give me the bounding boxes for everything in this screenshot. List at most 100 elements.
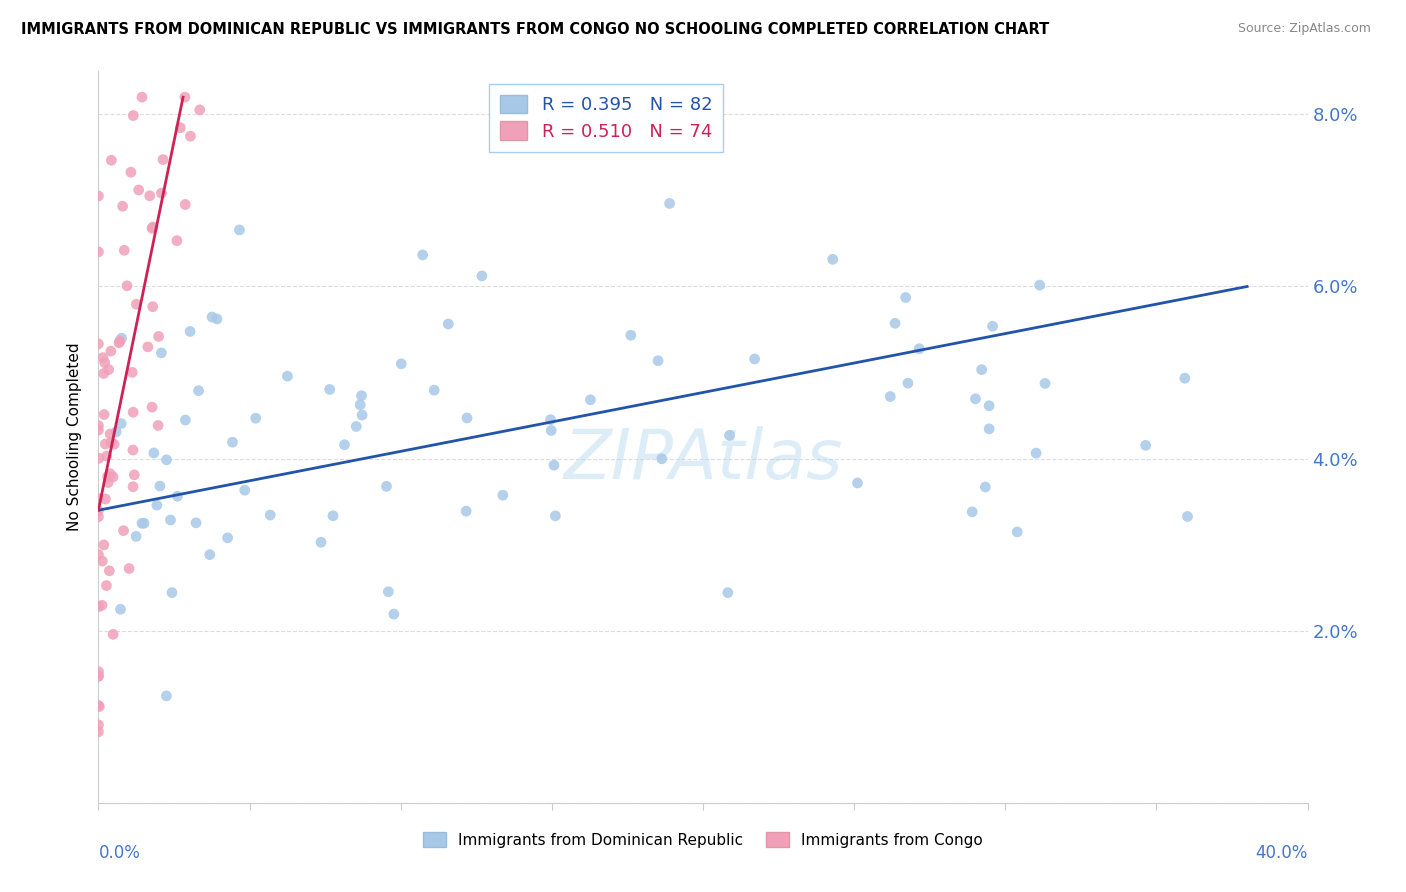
Point (974, 480, 997, 494)
Point (276, 369, 298, 384)
Point (148, 329, 170, 343)
Point (98, 427, 121, 442)
Point (897, 376, 920, 391)
Point (93, 538, 115, 552)
Point (979, 399, 1001, 413)
Point (142, 220, 165, 235)
Point (87, 189, 110, 203)
Point (350, 389, 373, 403)
Point (456, 411, 478, 425)
Point (87, 669, 110, 683)
Point (87, 548, 110, 562)
Point (259, 508, 281, 522)
Point (377, 584, 399, 599)
Point (112, 244, 135, 258)
Point (94, 491, 117, 506)
Point (382, 607, 405, 621)
Point (87, 669, 110, 683)
Point (717, 585, 740, 599)
Point (169, 120, 191, 135)
Point (1135, 438, 1157, 452)
Point (471, 268, 494, 283)
Point (349, 398, 371, 412)
Y-axis label: No Schooling Completed: No Schooling Completed (67, 343, 83, 532)
Point (110, 417, 132, 431)
Point (228, 223, 250, 237)
Point (1005, 524, 1028, 539)
Point (318, 383, 340, 397)
Point (96, 578, 118, 592)
Point (344, 419, 367, 434)
Point (205, 312, 228, 326)
Point (744, 351, 766, 366)
Point (87, 724, 110, 739)
Point (111, 199, 134, 213)
Point (965, 392, 987, 406)
Point (333, 438, 356, 452)
Point (894, 291, 917, 305)
Point (492, 488, 515, 502)
Point (718, 428, 741, 442)
Point (98, 467, 121, 481)
Point (149, 479, 172, 493)
Point (544, 508, 567, 523)
Point (375, 479, 398, 493)
Point (141, 221, 163, 235)
Point (540, 424, 562, 438)
Point (1029, 278, 1052, 293)
Point (188, 103, 211, 117)
Point (309, 535, 332, 549)
Point (96, 449, 118, 463)
Point (100, 153, 122, 168)
Legend: Immigrants from Dominican Republic, Immigrants from Congo: Immigrants from Dominican Republic, Immi… (416, 825, 990, 854)
Point (146, 498, 169, 512)
Point (105, 425, 128, 439)
Point (179, 325, 201, 339)
Point (87, 423, 110, 437)
Point (174, 413, 197, 427)
Text: 0.0%: 0.0% (98, 845, 141, 863)
Text: IMMIGRANTS FROM DOMINICAN REPUBLIC VS IMMIGRANTS FROM CONGO NO SCHOOLING COMPLET: IMMIGRANTS FROM DOMINICAN REPUBLIC VS IM… (21, 22, 1049, 37)
Point (101, 627, 124, 641)
Point (87, 698, 110, 713)
Point (423, 383, 446, 397)
Point (87, 418, 110, 433)
Point (981, 319, 1004, 334)
Point (87, 337, 110, 351)
Point (91, 351, 114, 365)
Point (160, 585, 183, 599)
Point (132, 516, 155, 531)
Point (437, 317, 460, 331)
Point (155, 452, 177, 467)
Point (543, 458, 565, 472)
Point (150, 346, 173, 360)
Point (103, 437, 125, 451)
Point (101, 470, 124, 484)
Point (155, 689, 177, 703)
Point (142, 446, 165, 460)
Point (908, 342, 931, 356)
Point (970, 362, 993, 376)
Point (89, 699, 111, 714)
Point (131, 516, 153, 531)
Point (87, 491, 110, 506)
Point (87, 665, 110, 679)
Point (124, 467, 146, 482)
Point (647, 353, 669, 368)
Point (93, 356, 115, 370)
Point (146, 418, 169, 433)
Point (125, 529, 148, 543)
Point (233, 483, 256, 498)
Point (91, 554, 114, 568)
Point (100, 344, 122, 359)
Point (87, 451, 110, 466)
Point (884, 316, 907, 330)
Point (128, 183, 150, 197)
Point (122, 480, 145, 494)
Point (97, 475, 120, 490)
Point (122, 443, 145, 458)
Point (179, 129, 201, 144)
Point (322, 508, 344, 523)
Point (184, 516, 207, 530)
Point (221, 435, 243, 450)
